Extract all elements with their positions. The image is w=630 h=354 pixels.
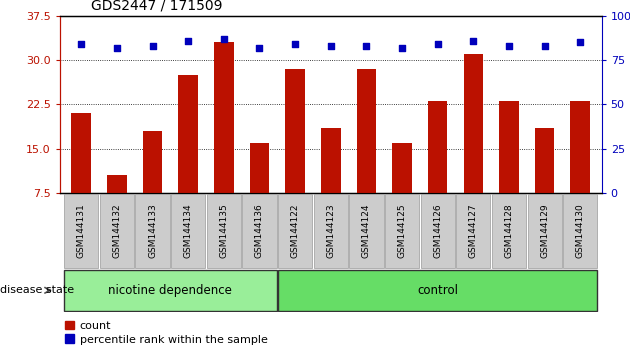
Point <box>219 36 229 42</box>
Bar <box>357 69 376 237</box>
Text: GSM144134: GSM144134 <box>184 204 193 258</box>
Legend: count, percentile rank within the sample: count, percentile rank within the sample <box>66 321 268 344</box>
Text: GSM144128: GSM144128 <box>505 204 513 258</box>
FancyBboxPatch shape <box>492 194 526 268</box>
FancyBboxPatch shape <box>100 194 134 268</box>
FancyBboxPatch shape <box>421 194 455 268</box>
Text: GSM144126: GSM144126 <box>433 204 442 258</box>
Bar <box>249 143 269 237</box>
FancyBboxPatch shape <box>171 194 205 268</box>
FancyBboxPatch shape <box>207 194 241 268</box>
Bar <box>321 128 341 237</box>
Bar <box>178 75 198 237</box>
Point <box>326 43 336 49</box>
Bar <box>570 102 590 237</box>
Point <box>76 41 86 47</box>
FancyBboxPatch shape <box>243 194 277 268</box>
Text: GSM144129: GSM144129 <box>540 204 549 258</box>
FancyBboxPatch shape <box>385 194 419 268</box>
Bar <box>71 113 91 237</box>
Text: GSM144125: GSM144125 <box>398 204 406 258</box>
Point <box>147 43 158 49</box>
Bar <box>535 128 554 237</box>
Text: GSM144136: GSM144136 <box>255 204 264 258</box>
Text: GSM144122: GSM144122 <box>290 204 300 258</box>
FancyBboxPatch shape <box>64 194 98 268</box>
FancyBboxPatch shape <box>278 270 597 311</box>
Point <box>183 38 193 44</box>
Text: GSM144127: GSM144127 <box>469 204 478 258</box>
Text: nicotine dependence: nicotine dependence <box>108 284 232 297</box>
Point <box>575 40 585 45</box>
Point <box>397 45 407 51</box>
Point <box>112 45 122 51</box>
Point <box>433 41 443 47</box>
FancyBboxPatch shape <box>563 194 597 268</box>
Point <box>504 43 514 49</box>
Text: GSM144123: GSM144123 <box>326 204 335 258</box>
Text: GSM144131: GSM144131 <box>77 204 86 258</box>
Text: GSM144130: GSM144130 <box>576 204 585 258</box>
Text: control: control <box>417 284 458 297</box>
Bar <box>107 175 127 237</box>
FancyBboxPatch shape <box>456 194 490 268</box>
Point <box>362 43 372 49</box>
Point <box>539 43 549 49</box>
Text: GSM144132: GSM144132 <box>112 204 122 258</box>
Text: disease state: disease state <box>0 285 74 295</box>
FancyBboxPatch shape <box>64 270 277 311</box>
Bar <box>285 69 305 237</box>
Point <box>255 45 265 51</box>
FancyBboxPatch shape <box>349 194 384 268</box>
FancyBboxPatch shape <box>527 194 562 268</box>
FancyBboxPatch shape <box>278 194 312 268</box>
Text: GSM144124: GSM144124 <box>362 204 371 258</box>
FancyBboxPatch shape <box>135 194 169 268</box>
Bar <box>464 54 483 237</box>
Text: GDS2447 / 171509: GDS2447 / 171509 <box>91 0 223 12</box>
Bar <box>143 131 163 237</box>
Bar <box>392 143 412 237</box>
Text: GSM144133: GSM144133 <box>148 204 157 258</box>
Bar <box>499 102 518 237</box>
Text: GSM144135: GSM144135 <box>219 204 228 258</box>
Bar <box>214 42 234 237</box>
Bar <box>428 102 447 237</box>
Point <box>468 38 478 44</box>
FancyBboxPatch shape <box>314 194 348 268</box>
Point <box>290 41 300 47</box>
